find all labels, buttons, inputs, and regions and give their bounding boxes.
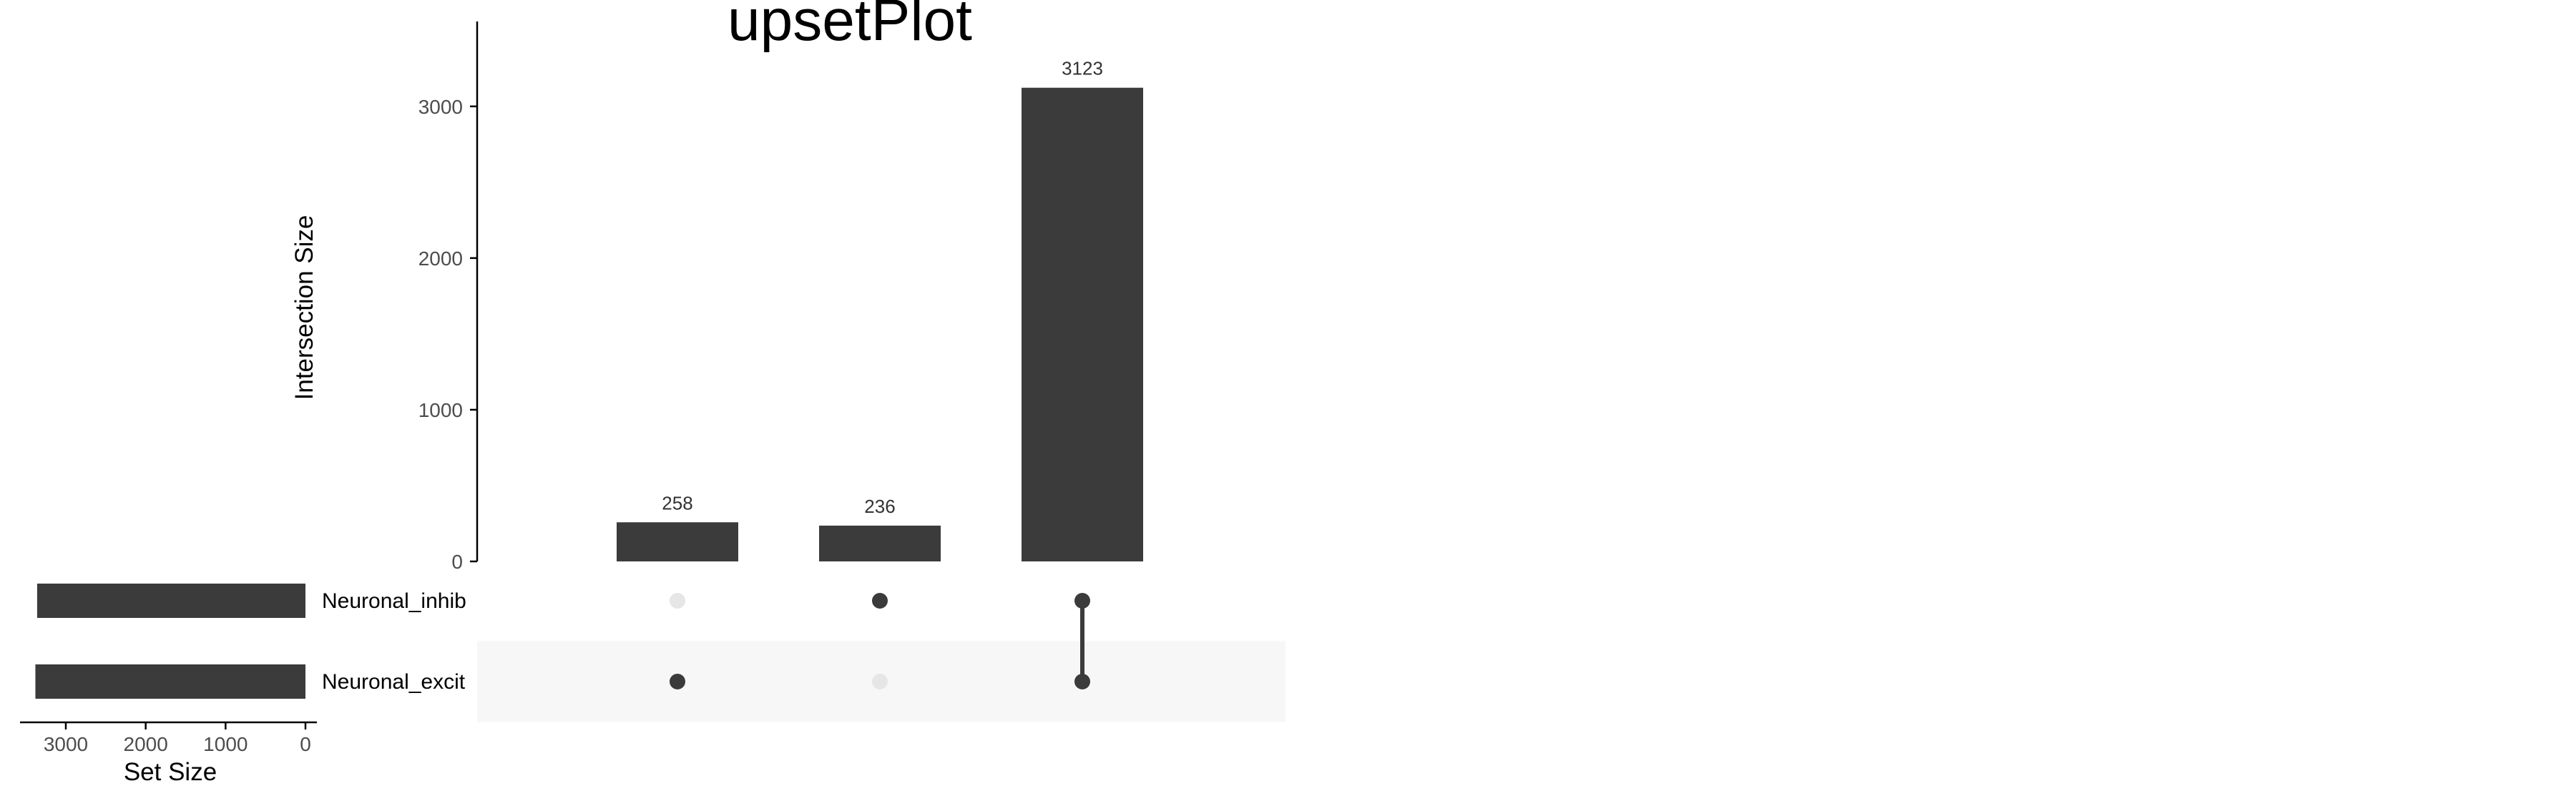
intersection-bar-label-2: 3123	[1062, 58, 1103, 79]
set-size-axis-label: Set Size	[124, 758, 217, 786]
intersection-bar-0	[617, 522, 738, 561]
matrix-dot-2-1	[1074, 674, 1090, 689]
intersection-bars	[617, 87, 1143, 562]
set-size-axis: 3000 2000 1000 0	[20, 721, 317, 755]
intersection-size-axis: 0 1000 2000 3000	[418, 21, 479, 573]
intersection-tick-label-3: 3000	[418, 96, 463, 118]
intersection-tick-label-2: 2000	[418, 247, 463, 270]
matrix-dot-1-0	[872, 593, 888, 609]
set-size-tick-label-1: 2000	[124, 733, 168, 755]
matrix-dot-0-0	[670, 593, 685, 609]
matrix-dot-2-0	[1074, 593, 1090, 609]
set-label-0: Neuronal_inhib	[322, 589, 466, 613]
chart-title: upsetPlot	[728, 0, 972, 53]
matrix-dot-1-1	[872, 674, 888, 689]
intersection-bar-2	[1022, 87, 1143, 562]
set-size-tick-label-3: 0	[300, 733, 311, 755]
matrix-dot-0-1	[670, 674, 685, 689]
set-label-1: Neuronal_excit	[322, 670, 466, 694]
intersection-bar-labels: 258 236 3123	[662, 58, 1103, 517]
intersection-matrix	[670, 593, 1090, 689]
intersection-bar-1	[819, 525, 941, 561]
intersection-size-axis-label: Intersection Size	[290, 215, 318, 401]
intersection-bar-label-0: 258	[662, 492, 692, 514]
set-size-bar-0	[36, 584, 305, 618]
intersection-tick-label-0: 0	[451, 551, 463, 573]
set-size-bars	[35, 584, 306, 699]
set-size-tick-label-2: 1000	[203, 733, 248, 755]
set-name-labels: Neuronal_inhib Neuronal_excit	[322, 589, 466, 694]
set-size-bar-1	[35, 664, 306, 699]
set-size-tick-label-0: 3000	[44, 733, 88, 755]
intersection-tick-label-1: 1000	[418, 399, 463, 421]
intersection-bar-label-1: 236	[864, 496, 895, 517]
